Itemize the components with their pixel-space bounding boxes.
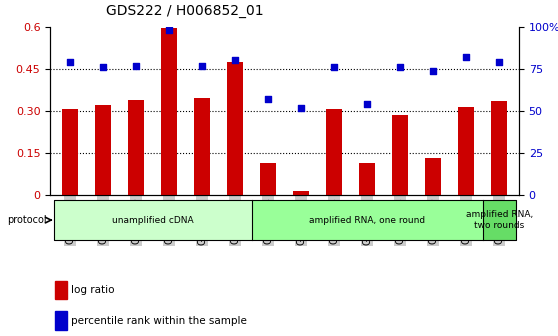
Bar [392, 115, 408, 195]
Point [396, 65, 405, 70]
Point [99, 65, 108, 70]
Bar [359, 163, 376, 195]
Bar [194, 98, 210, 195]
Text: GDS222 / H006852_01: GDS222 / H006852_01 [107, 4, 264, 18]
Point [461, 54, 470, 60]
Point [263, 96, 272, 102]
Text: amplified RNA, one round: amplified RNA, one round [309, 216, 425, 224]
Point [65, 59, 74, 65]
Point [230, 58, 239, 63]
Bar [128, 100, 145, 195]
Point [198, 63, 206, 68]
Text: protocol: protocol [7, 215, 47, 225]
Point [297, 105, 306, 110]
Text: log ratio: log ratio [71, 285, 115, 295]
Bar [55, 281, 66, 299]
Bar [62, 110, 78, 195]
Bar [227, 62, 243, 195]
Text: percentile rank within the sample: percentile rank within the sample [71, 316, 247, 326]
Bar [55, 311, 66, 330]
Bar [260, 163, 276, 195]
Point [363, 101, 372, 107]
Text: amplified RNA,
two rounds: amplified RNA, two rounds [465, 210, 533, 230]
Bar [326, 110, 343, 195]
Bar [293, 191, 309, 195]
Bar [458, 107, 474, 195]
Point [132, 63, 141, 68]
Point [429, 68, 437, 73]
Point [330, 65, 339, 70]
Point [495, 59, 504, 65]
Text: unamplified cDNA: unamplified cDNA [112, 216, 194, 224]
Point [165, 28, 174, 33]
FancyBboxPatch shape [54, 200, 252, 240]
FancyBboxPatch shape [483, 200, 516, 240]
Bar [161, 28, 177, 195]
Bar [95, 105, 111, 195]
Bar [491, 101, 507, 195]
Bar [425, 159, 441, 195]
FancyBboxPatch shape [252, 200, 483, 240]
